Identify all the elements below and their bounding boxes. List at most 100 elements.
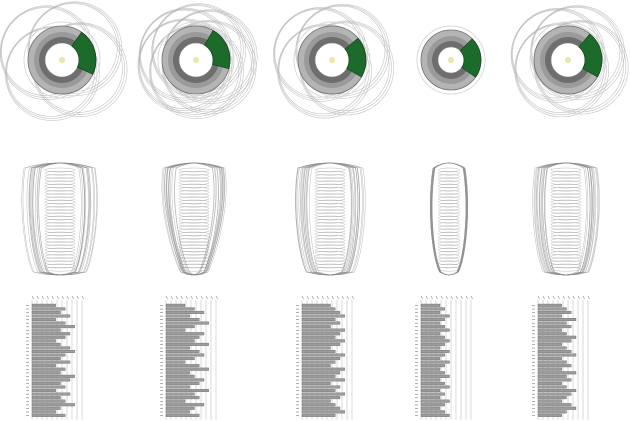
column-tick bbox=[205, 295, 208, 300]
stack-bar bbox=[420, 403, 445, 407]
floor-ellipse bbox=[438, 199, 460, 205]
plan-ring-row bbox=[0, 1, 629, 121]
stack-bar bbox=[31, 353, 66, 357]
stack-bar bbox=[301, 357, 341, 361]
floor-ellipse bbox=[314, 196, 346, 201]
shell-contour bbox=[30, 162, 86, 276]
stack-bar bbox=[420, 349, 450, 353]
highlight-sector bbox=[344, 37, 367, 78]
stack-bar bbox=[31, 314, 71, 318]
floor-ellipse bbox=[178, 263, 210, 269]
shell-contour bbox=[300, 162, 363, 276]
floor-ellipse bbox=[314, 177, 346, 182]
stack-bar bbox=[420, 332, 441, 336]
highlight-sector bbox=[204, 30, 231, 70]
column-tick bbox=[572, 295, 575, 300]
stack-bar bbox=[31, 339, 56, 343]
outer-band bbox=[529, 21, 607, 99]
stack-bar bbox=[165, 357, 195, 361]
floor-ellipse bbox=[178, 174, 210, 179]
stack-bar bbox=[537, 318, 577, 322]
shell-contour bbox=[37, 162, 84, 276]
column-tick bbox=[445, 295, 448, 300]
stack-bar bbox=[420, 378, 441, 382]
floor-ellipse bbox=[438, 187, 460, 192]
floor-ellipse bbox=[550, 171, 582, 176]
floor-ellipse bbox=[178, 199, 210, 205]
outer-band bbox=[157, 21, 235, 99]
shell-contour bbox=[22, 162, 90, 276]
stack-bar bbox=[301, 318, 336, 322]
column-tick bbox=[351, 295, 354, 300]
column-tick bbox=[331, 295, 334, 300]
floor-ellipse bbox=[314, 244, 346, 249]
floor-ellipse bbox=[438, 167, 460, 173]
stacking-table-v3 bbox=[296, 295, 354, 420]
shell-contour bbox=[300, 162, 366, 276]
floor-ellipse bbox=[178, 267, 210, 272]
stack-bar bbox=[420, 353, 445, 357]
stacking-table-v4 bbox=[415, 295, 473, 420]
elevation-shell-v1 bbox=[21, 162, 98, 276]
stack-bar bbox=[31, 357, 61, 361]
floor-ellipse bbox=[550, 260, 582, 265]
floor-ellipse bbox=[314, 219, 346, 224]
column-tick bbox=[420, 295, 423, 300]
stack-bar bbox=[301, 385, 341, 389]
stack-bar bbox=[301, 339, 345, 343]
shell-contour bbox=[306, 162, 359, 276]
stack-bar bbox=[420, 307, 445, 311]
floor-ellipse bbox=[44, 222, 76, 227]
floor-ellipse bbox=[178, 212, 210, 217]
column-tick bbox=[321, 295, 324, 300]
stack-bar bbox=[420, 318, 445, 322]
stack-bar bbox=[537, 381, 562, 385]
offset-ring bbox=[295, 3, 390, 99]
shell-contour bbox=[540, 162, 587, 276]
stack-bar bbox=[420, 396, 441, 400]
floor-ellipse bbox=[44, 260, 76, 265]
floor-ellipse bbox=[44, 244, 76, 249]
floor-ellipse bbox=[438, 215, 460, 221]
stack-bar bbox=[301, 321, 341, 325]
stack-bar bbox=[165, 410, 190, 414]
floor-ellipse bbox=[550, 244, 582, 249]
column-tick bbox=[552, 295, 555, 300]
floor-ellipse bbox=[314, 180, 346, 185]
floor-ellipse bbox=[438, 225, 460, 230]
stack-bar bbox=[165, 328, 186, 332]
floor-ellipse bbox=[314, 225, 346, 230]
column-tick bbox=[316, 295, 319, 300]
stack-bar bbox=[537, 346, 567, 350]
stack-bar bbox=[420, 381, 445, 385]
floor-ellipse bbox=[44, 193, 76, 198]
stack-bar bbox=[537, 332, 567, 336]
stacking-table-v1 bbox=[26, 295, 84, 420]
floor-ellipse bbox=[314, 199, 346, 205]
outer-band bbox=[293, 21, 371, 99]
stack-bar bbox=[31, 335, 66, 339]
shell-contour bbox=[21, 162, 91, 276]
outer-band bbox=[416, 25, 486, 95]
floor-ellipse bbox=[44, 241, 76, 246]
floor-ellipse bbox=[44, 212, 76, 217]
floor-ellipse bbox=[314, 260, 346, 265]
shell-contour bbox=[542, 162, 596, 276]
floor-ellipse bbox=[178, 209, 210, 214]
floor-ellipse bbox=[438, 260, 460, 265]
elevation-shell-row bbox=[21, 162, 600, 276]
stack-bar bbox=[165, 371, 190, 375]
stack-bar bbox=[537, 396, 567, 400]
stack-bar bbox=[165, 385, 190, 389]
offset-ring bbox=[273, 7, 368, 102]
stack-bar bbox=[31, 367, 66, 371]
floor-ellipse bbox=[44, 219, 76, 224]
stack-bar bbox=[301, 396, 341, 400]
floor-ellipse bbox=[44, 215, 76, 221]
shell-contour bbox=[174, 162, 219, 276]
column-tick bbox=[76, 295, 79, 300]
offset-ring bbox=[149, 24, 244, 119]
stack-bar bbox=[301, 325, 331, 329]
column-tick bbox=[301, 295, 304, 300]
floor-ellipse bbox=[314, 215, 346, 221]
